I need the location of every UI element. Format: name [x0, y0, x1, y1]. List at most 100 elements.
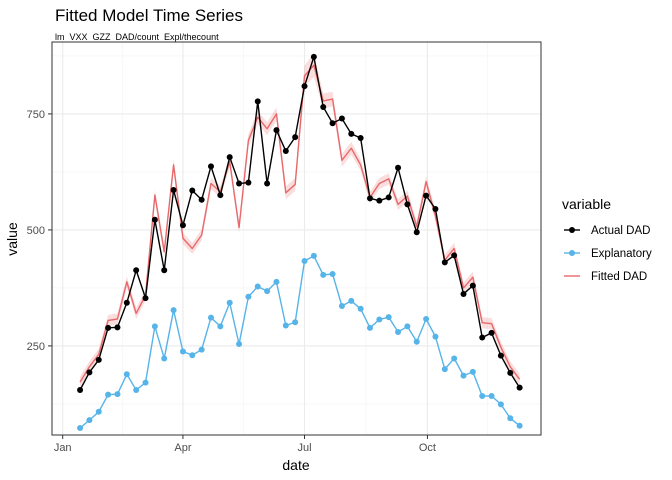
actual-dad-point [441, 259, 448, 266]
explanatory-point [273, 278, 280, 285]
explanatory-point [264, 288, 271, 295]
explanatory-point [133, 386, 140, 393]
actual-dad-point [310, 53, 317, 60]
actual-dad-point [357, 135, 364, 142]
explanatory-point [469, 368, 476, 375]
explanatory-point [404, 323, 411, 330]
explanatory-point [488, 393, 495, 400]
actual-dad-point [479, 334, 486, 341]
actual-dad-point [133, 267, 140, 274]
actual-dad-point [338, 115, 345, 122]
explanatory-point [142, 379, 149, 386]
actual-dad-point [207, 163, 214, 170]
actual-dad-point [86, 369, 93, 376]
explanatory-point [86, 417, 93, 424]
actual-dad-point [95, 356, 102, 363]
explanatory-point [366, 324, 373, 331]
explanatory-point [105, 391, 112, 398]
y-tick-label: 500 [27, 225, 45, 237]
actual-dad-point [245, 179, 252, 186]
legend-label: Fitted DAD [591, 271, 647, 283]
legend-label: Explanatory [591, 248, 652, 260]
explanatory-point [338, 303, 345, 310]
y-tick-label: 750 [27, 109, 45, 121]
y-tick-label: 250 [27, 341, 45, 353]
x-tick-label: Jan [54, 442, 72, 454]
explanatory-point [236, 341, 243, 348]
legend-key-point [569, 227, 575, 233]
explanatory-point [497, 401, 504, 408]
x-tick-label: Oct [419, 442, 436, 454]
fitted-dad-line [79, 64, 521, 383]
x-tick-label: Jul [297, 442, 311, 454]
legend-item-actual-dad: Actual DAD [564, 225, 650, 237]
explanatory-point [507, 415, 514, 422]
series-points [77, 53, 523, 432]
explanatory-point [123, 371, 130, 378]
explanatory-point [179, 348, 186, 355]
chart-subtitle: lm_VXX_GZZ_DAD/count_Expl/thecount [55, 32, 219, 42]
x-axis-title: date [282, 457, 309, 473]
explanatory-point [432, 333, 439, 340]
actual-dad-point [273, 127, 280, 134]
legend-key-point [569, 250, 575, 256]
actual-dad-point [469, 282, 476, 289]
explanatory-point [348, 297, 355, 304]
plot-border [51, 41, 542, 436]
actual-dad-point [329, 120, 336, 127]
actual-dad-point [413, 229, 420, 236]
explanatory-point [329, 270, 336, 277]
actual-dad-point [376, 197, 383, 204]
actual-dad-point [507, 369, 514, 376]
x-tick-label: Apr [174, 442, 191, 454]
actual-dad-point [404, 201, 411, 208]
actual-dad-point [301, 83, 308, 90]
actual-dad-point [254, 98, 261, 105]
actual-dad-point [151, 216, 158, 223]
legend: variable Actual DAD Explanatory Fitted DAD [562, 196, 652, 283]
explanatory-point [282, 322, 289, 329]
actual-dad-point [460, 290, 467, 297]
y-axis-title: value [4, 222, 20, 256]
actual-dad-point [423, 192, 430, 199]
x-axis: Jan Apr Jul Oct [54, 435, 436, 454]
actual-dad-point [226, 154, 233, 161]
actual-dad-point [77, 386, 84, 393]
actual-dad-point [451, 252, 458, 259]
actual-dad-point [236, 180, 243, 187]
actual-dad-point [292, 134, 299, 141]
explanatory-point [376, 316, 383, 323]
explanatory-point [226, 299, 233, 306]
actual-dad-point [516, 384, 523, 391]
actual-dad-point [142, 295, 149, 302]
actual-dad-point [179, 222, 186, 229]
explanatory-point [292, 319, 299, 326]
actual-dad-point [488, 329, 495, 336]
explanatory-point [198, 346, 205, 353]
legend-item-fitted-dad: Fitted DAD [564, 271, 647, 283]
explanatory-point [114, 391, 121, 398]
explanatory-point [254, 283, 261, 290]
explanatory-point [170, 307, 177, 314]
explanatory-point [95, 408, 102, 415]
explanatory-point [207, 314, 214, 321]
actual-dad-point [348, 130, 355, 137]
grid-minor [52, 42, 541, 435]
actual-dad-point [264, 180, 271, 187]
explanatory-point [301, 258, 308, 265]
actual-dad-point [198, 196, 205, 203]
explanatory-point [479, 393, 486, 400]
explanatory-point [516, 422, 523, 429]
explanatory-point [357, 305, 364, 312]
explanatory-point [451, 355, 458, 362]
explanatory-point [460, 372, 467, 379]
legend-title: variable [562, 196, 611, 212]
actual-dad-point [123, 299, 130, 306]
legend-label: Actual DAD [591, 225, 650, 237]
explanatory-point [320, 271, 327, 278]
y-axis: 250 500 750 [27, 109, 52, 353]
actual-dad-point [189, 187, 196, 194]
actual-dad-point [320, 103, 327, 110]
explanatory-point [310, 252, 317, 259]
actual-dad-point [432, 206, 439, 213]
